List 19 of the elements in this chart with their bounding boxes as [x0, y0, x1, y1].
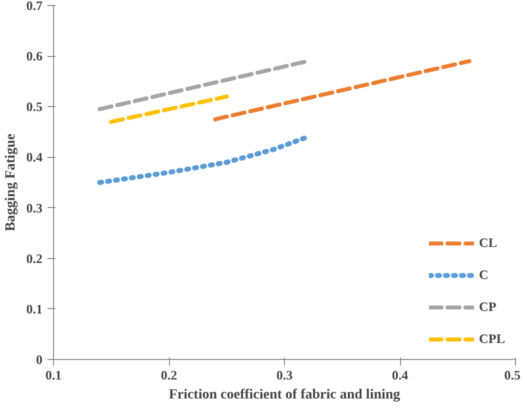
y-tick-label: 0.4 [26, 150, 43, 165]
legend-label: CL [479, 235, 498, 251]
y-tick-label: 0.3 [26, 200, 43, 216]
legend-label: CPL [479, 331, 505, 347]
y-axis-title: Bagging Fatigue [3, 134, 18, 232]
legend-label: C [479, 267, 490, 283]
y-tick-label: 0 [36, 352, 42, 367]
x-tick-label: 0.3 [276, 368, 294, 382]
x-tick-label: 0.1 [45, 368, 62, 382]
x-tick-label: 0.4 [392, 368, 409, 382]
y-tick-label: 0.6 [26, 48, 43, 64]
x-axis-title: Friction coefficient of fabric and lining [168, 388, 400, 402]
x-tick-label: 0.5 [504, 368, 521, 382]
legend-label: CP [479, 299, 498, 315]
x-tick-label: 0.2 [160, 368, 178, 382]
y-tick-label: 0.2 [26, 250, 42, 266]
y-tick-label: 0.7 [26, 0, 43, 13]
y-tick-label: 0.5 [26, 99, 43, 114]
y-tick-label: 0.1 [26, 301, 42, 316]
